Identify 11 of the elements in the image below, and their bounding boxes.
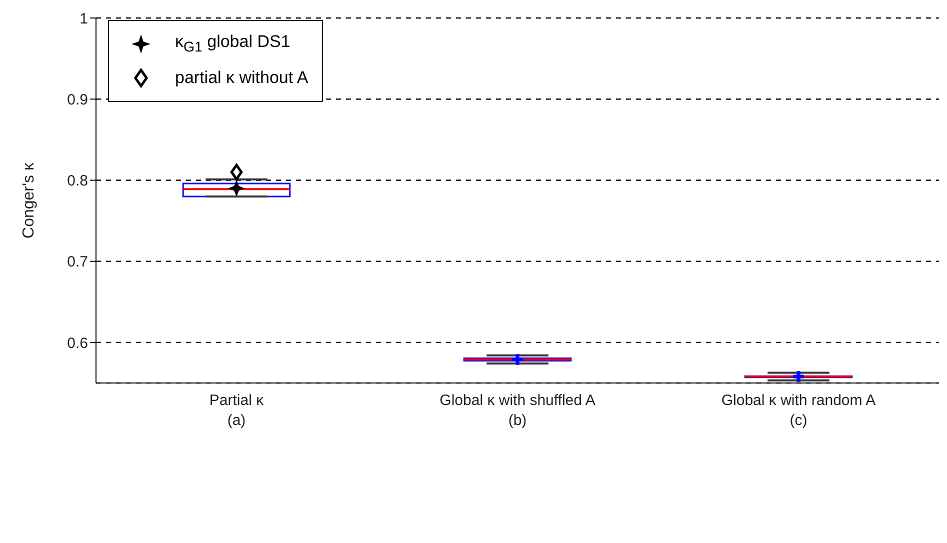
y-tick-label: 0.6 bbox=[67, 334, 88, 352]
legend-label: κ$_{G1}$ global DS1 bbox=[175, 32, 290, 56]
x-tick-label: Global κ with shuffled A (b) bbox=[440, 392, 596, 429]
y-tick-label: 0.8 bbox=[67, 172, 88, 190]
y-tick-label: 0.7 bbox=[67, 254, 88, 271]
x-tick-label: Partial κ (a) bbox=[209, 392, 264, 429]
x-tick-label: Global κ with random A (c) bbox=[721, 392, 876, 429]
y-tick-label: 1 bbox=[80, 10, 88, 28]
legend-label: partial κ without A bbox=[175, 68, 308, 88]
y-tick-label: 0.9 bbox=[67, 91, 88, 108]
y-axis-title: Conger's κ bbox=[20, 162, 38, 238]
